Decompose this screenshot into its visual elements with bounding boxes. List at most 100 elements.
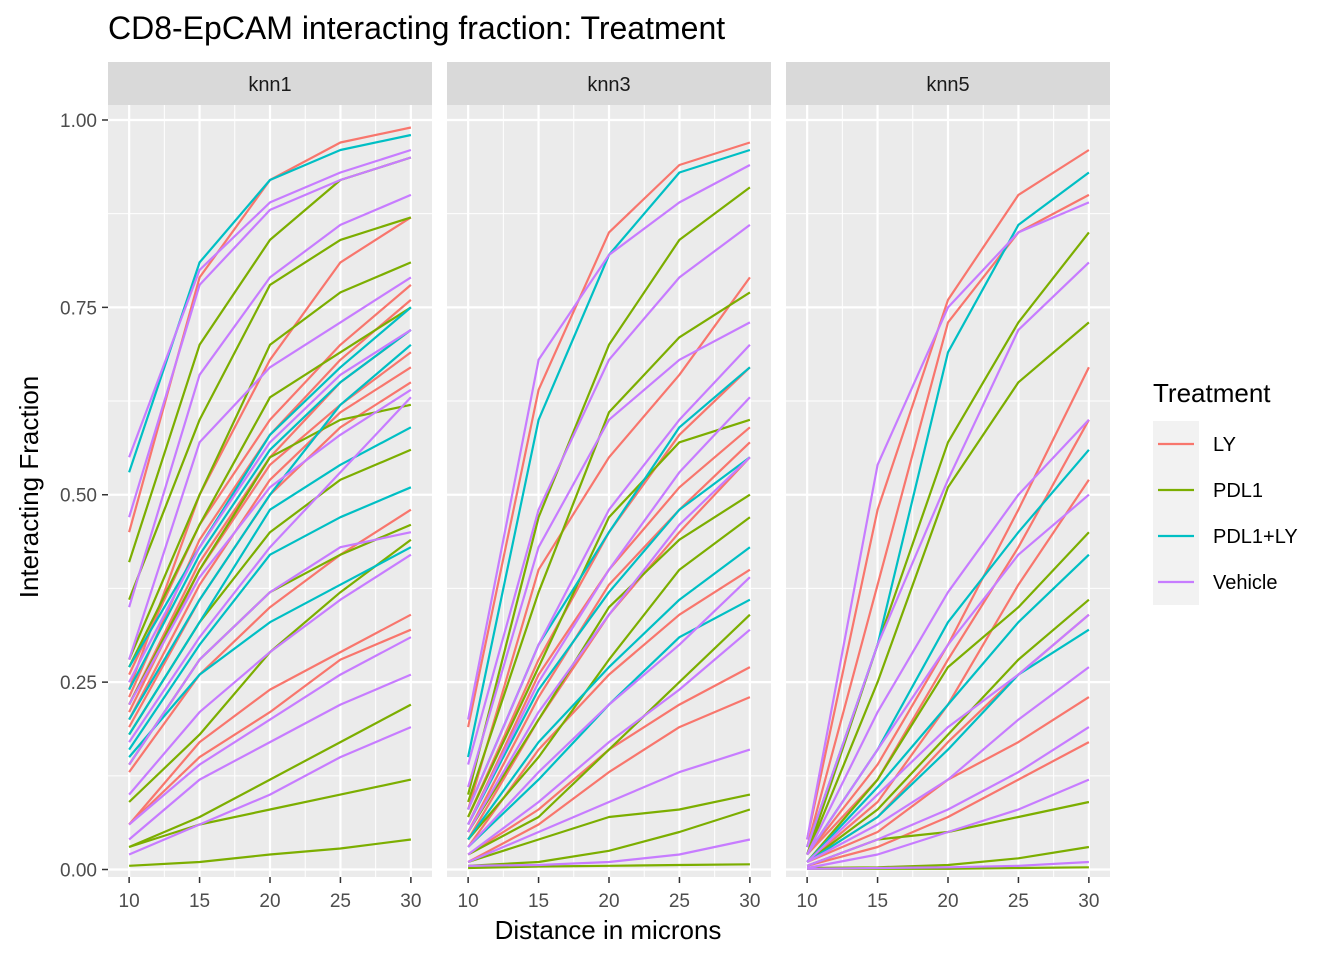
series-line-vehicle: [807, 860, 1089, 870]
series-line-vehicle: [128, 156, 412, 518]
series-line-ly: [467, 568, 751, 848]
x-tick-label: 20: [937, 891, 958, 912]
series-line-ly: [128, 351, 412, 713]
series-line-vehicle: [467, 456, 751, 833]
series-line-ly: [128, 216, 412, 690]
series-line-vehicle: [467, 344, 751, 810]
legend-label: PDL1: [1213, 480, 1263, 502]
series-line-vehicle: [128, 328, 412, 683]
series-line-ly: [806, 741, 1090, 867]
series-line-vehicle: [128, 531, 412, 766]
series-line-ly: [128, 628, 412, 826]
series-line-vehicle: [467, 321, 751, 788]
series-line-pdl1: [128, 778, 412, 849]
series-line-vehicle: [806, 261, 1090, 848]
series-line-vehicle: [806, 201, 1090, 840]
legend-item-pdl1: PDL1: [1153, 467, 1263, 513]
series-line-pdl1: [806, 531, 1090, 863]
series-line-pdl1-ly: [806, 553, 1090, 863]
series-line-vehicle: [467, 164, 751, 720]
legend-title: Treatment: [1153, 378, 1271, 408]
series-line-pdl1: [467, 493, 751, 833]
x-tick-label: 30: [400, 891, 421, 912]
facet-strip: [786, 62, 1110, 105]
legend-label: Vehicle: [1213, 572, 1278, 594]
series-line-vehicle: [806, 493, 1090, 856]
gridlines: [786, 105, 1110, 877]
series-line-pdl1-ly: [128, 546, 412, 758]
series-line-vehicle: [128, 193, 412, 608]
series-line-vehicle: [128, 276, 412, 660]
facet-panel-knn3: knn3 10 15 20 25 30: [447, 62, 771, 912]
series-line-pdl1-ly: [806, 628, 1090, 863]
series-line-vehicle: [128, 673, 412, 841]
legend-item-vehicle: Vehicle: [1153, 559, 1278, 605]
x-axis-ticks: 10 15 20 25 30: [797, 877, 1099, 912]
x-tick-label: 25: [669, 891, 690, 912]
series-lines: [128, 126, 412, 867]
series-line-pdl1: [806, 321, 1090, 855]
series-line-pdl1-ly: [467, 456, 751, 826]
series-line-ly: [806, 149, 1090, 840]
series-line-pdl1: [467, 793, 751, 864]
series-line-vehicle: [128, 148, 412, 458]
x-tick-label: 10: [797, 891, 818, 912]
x-tick-label: 20: [598, 891, 619, 912]
series-line-vehicle: [128, 726, 412, 856]
series-line-ly: [806, 193, 1090, 848]
series-line-pdl1: [467, 186, 751, 795]
series-line-pdl1-ly: [128, 306, 412, 668]
x-tick-label: 25: [1008, 891, 1029, 912]
facet-panels: knn1 10 15 20 25 30 knn3 10 15 20 25 30 knn5 10 15 20 25…: [108, 62, 1110, 912]
series-line-pdl1-ly: [128, 486, 412, 751]
series-line-vehicle: [467, 628, 751, 856]
series-line-pdl1: [128, 261, 412, 661]
series-line-vehicle: [806, 726, 1090, 867]
legend-items: LY PDL1 PDL1+LY Vehicle: [1153, 421, 1298, 605]
series-line-vehicle: [806, 666, 1090, 863]
x-tick-label: 25: [330, 891, 351, 912]
x-axis-title: Distance in microns: [495, 915, 722, 945]
y-tick-label: 0.75: [60, 298, 97, 319]
legend-item-pdl1-ly: PDL1+LY: [1153, 513, 1298, 559]
series-line-vehicle: [467, 748, 751, 864]
series-line-vehicle: [806, 613, 1090, 863]
y-tick-label: 0.00: [60, 861, 97, 882]
legend-label: LY: [1213, 434, 1236, 456]
series-line-ly: [128, 613, 412, 826]
x-axis-ticks: 10 15 20 25 30: [119, 877, 421, 912]
x-tick-label: 20: [259, 891, 280, 912]
x-tick-label: 30: [1078, 891, 1099, 912]
series-line-ly: [467, 141, 751, 728]
series-line-ly: [467, 696, 751, 863]
y-axis: 0.00 0.25 0.50 0.75 1.00: [60, 111, 108, 882]
series-line-pdl1: [467, 613, 751, 856]
series-line-pdl1: [128, 216, 412, 601]
series-line-pdl1: [467, 418, 751, 818]
series-line-vehicle: [467, 396, 751, 825]
series-line-pdl1: [467, 291, 751, 803]
series-line-vehicle: [128, 553, 412, 796]
series-line-ly: [128, 366, 412, 721]
legend: Treatment LY PDL1 PDL1+LY Vehicle: [1153, 378, 1298, 605]
series-line-pdl1: [468, 863, 750, 870]
y-tick-label: 1.00: [60, 111, 97, 132]
y-tick-label: 0.25: [60, 673, 97, 694]
series-line-ly: [128, 508, 412, 773]
legend-label: PDL1+LY: [1213, 526, 1298, 548]
x-tick-label: 15: [867, 891, 888, 912]
series-lines: [806, 149, 1090, 870]
x-tick-label: 30: [739, 891, 760, 912]
series-line-ly: [467, 441, 751, 833]
series-lines: [467, 141, 751, 870]
gridlines: [108, 105, 432, 877]
facet-strip: [108, 62, 432, 105]
series-line-vehicle: [128, 388, 412, 706]
x-axis-ticks: 10 15 20 25 30: [458, 877, 760, 912]
chart-title: CD8-EpCAM interacting fraction: Treatmen…: [108, 10, 725, 46]
series-line-pdl1-ly: [128, 426, 412, 736]
x-tick-label: 10: [458, 891, 479, 912]
legend-item-ly: LY: [1153, 421, 1236, 467]
facet-strip-label: knn3: [587, 74, 630, 96]
